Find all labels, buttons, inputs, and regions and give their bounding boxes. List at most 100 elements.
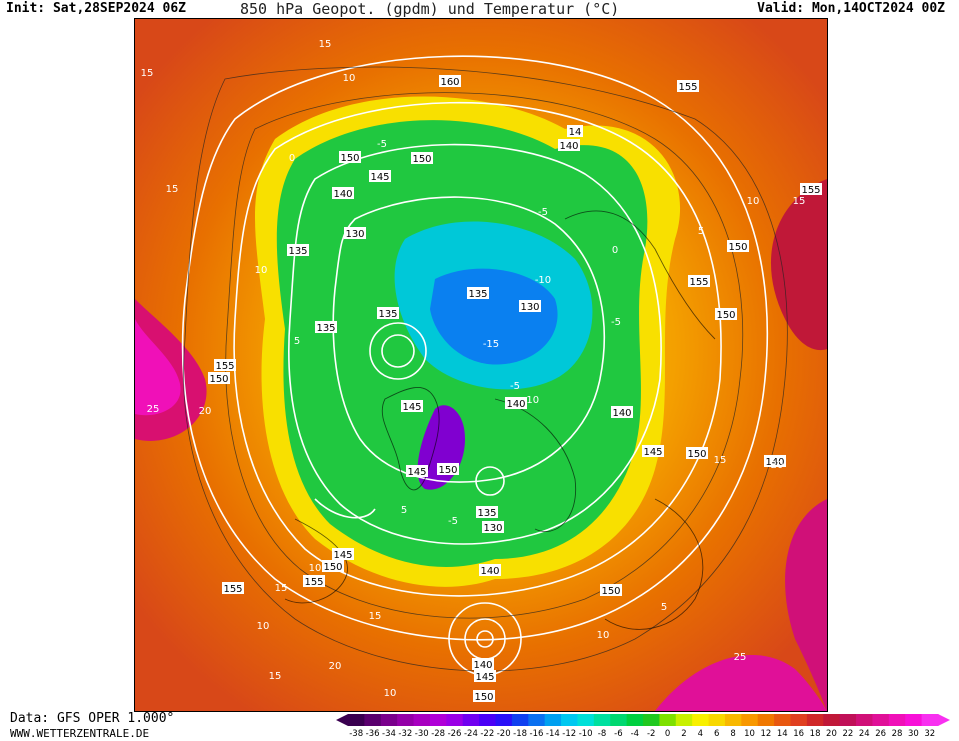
isotherm-label: 0: [289, 153, 295, 164]
contour-label: 135: [315, 321, 337, 334]
hot-patch-west: [135, 319, 181, 416]
colorbar-tick-label: -8: [598, 729, 606, 739]
contour-label: 140: [611, 406, 633, 419]
colorbar-tick-label: -24: [464, 729, 478, 739]
svg-text:150: 150: [601, 586, 620, 597]
isotherm-label: 15: [269, 671, 282, 682]
svg-text:155: 155: [215, 361, 234, 372]
isotherm-label: -10: [523, 395, 539, 406]
contour-label: 155: [688, 275, 710, 288]
isotherm-label: -15: [483, 339, 499, 350]
contour-label: 130: [482, 521, 504, 534]
svg-text:155: 155: [801, 185, 820, 196]
isotherm-label: 25: [734, 652, 747, 663]
colorbar-tick-label: 30: [908, 729, 919, 739]
svg-text:155: 155: [223, 584, 242, 595]
colorbar-tick-label: -12: [562, 729, 576, 739]
contour-label: 130: [519, 300, 541, 313]
contour-label: 135: [476, 506, 498, 519]
colorbar-swatch: [692, 714, 710, 726]
svg-text:150: 150: [716, 310, 735, 321]
svg-text:145: 145: [402, 402, 421, 413]
colorbar-tick-label: 26: [875, 729, 886, 739]
cold-core: [430, 268, 558, 365]
contour-label: 140: [472, 658, 494, 671]
map-title: 850 hPa Geopot. (gpdm) und Temperatur (°…: [240, 0, 620, 18]
contour-label: 140: [332, 187, 354, 200]
contour-label: 130: [344, 227, 366, 240]
colorbar-swatch: [757, 714, 775, 726]
isotherm-label: 10: [747, 196, 760, 207]
contour-label: 155: [214, 359, 236, 372]
colorbar-swatch: [888, 714, 906, 726]
contour-label: 135: [287, 244, 309, 257]
colorbar-swatch: [774, 714, 791, 726]
isotherm-label: -5: [538, 207, 548, 218]
contour-label: 150: [322, 560, 344, 573]
svg-text:135: 135: [316, 323, 335, 334]
colorbar-tick-label: 6: [714, 729, 719, 739]
contour-label: 155: [677, 80, 699, 93]
colorbar-swatch: [544, 714, 562, 726]
svg-text:150: 150: [438, 465, 457, 476]
isotherm-label: -5: [377, 139, 387, 150]
warm-patch-east: [770, 179, 827, 351]
contour-label: 140: [558, 139, 580, 152]
isotherm-label: 10: [309, 563, 322, 574]
contour-label: 14: [567, 125, 583, 138]
svg-text:140: 140: [559, 141, 578, 152]
colorbar-swatch: [724, 714, 742, 726]
colorbar-swatch: [593, 714, 611, 726]
contour-label: 150: [339, 151, 361, 164]
contour-label: 145: [332, 548, 354, 561]
colorbar-tick-label: -10: [579, 729, 593, 739]
colorbar-swatch: [397, 714, 415, 726]
svg-text:150: 150: [412, 154, 431, 165]
isotherm-label: 5: [294, 336, 300, 347]
contour-label: 150: [411, 152, 433, 165]
isotherm-label: 10: [597, 630, 610, 641]
contour-label: 150: [473, 690, 495, 703]
colorbar-tick-label: -38: [349, 729, 363, 739]
colorbar-tick-label: -26: [448, 729, 462, 739]
contour-label: 160: [439, 75, 461, 88]
contour-label: 140: [764, 455, 786, 468]
svg-text:14: 14: [569, 127, 582, 138]
isotherm-label: 20: [329, 661, 342, 672]
colorbar-tick-label: -14: [546, 729, 560, 739]
svg-text:140: 140: [506, 399, 525, 410]
isotherm-label: 5: [401, 505, 407, 516]
hot-patch-southeast: [655, 654, 827, 711]
colorbar-tick-label: 0: [665, 729, 670, 739]
isotherm-label: 5: [661, 602, 667, 613]
svg-text:155: 155: [304, 577, 323, 588]
svg-text:140: 140: [480, 566, 499, 577]
isotherm-label: -5: [448, 516, 458, 527]
contour-label: 145: [474, 670, 496, 683]
temperature-colorbar: -38 -36 -34 -32 -30 -28 -26 -24 -22 -20 -18 -16 -14-…: [336, 714, 950, 739]
colorbar-swatch: [528, 714, 546, 726]
colorbar-tick-label: -4: [631, 729, 639, 739]
svg-text:140: 140: [473, 660, 492, 671]
colorbar-tick-label: -18: [513, 729, 527, 739]
colorbar-tick-label: -6: [614, 729, 622, 739]
svg-text:135: 135: [477, 508, 496, 519]
website-label: WWW.WETTERZENTRALE.DE: [10, 727, 150, 740]
svg-text:135: 135: [468, 289, 487, 300]
isotherm-label: 15: [319, 39, 332, 50]
isotherm-label: 0: [612, 245, 618, 256]
contour-label: 135: [377, 307, 399, 320]
contour-labels: 1601501414015014514015513513013513513013…: [208, 75, 822, 703]
svg-text:150: 150: [474, 692, 493, 703]
colorbar-swatch: [741, 714, 759, 726]
svg-text:130: 130: [483, 523, 502, 534]
isotherm-label: 5: [698, 226, 704, 237]
contour-label: 155: [303, 575, 325, 588]
contour-label: 150: [600, 584, 622, 597]
colorbar-tick-label: 22: [842, 729, 853, 739]
svg-text:150: 150: [323, 562, 342, 573]
colorbar-tick-label: 12: [761, 729, 772, 739]
svg-text:145: 145: [475, 672, 494, 683]
svg-text:140: 140: [612, 408, 631, 419]
svg-text:145: 145: [407, 467, 426, 478]
